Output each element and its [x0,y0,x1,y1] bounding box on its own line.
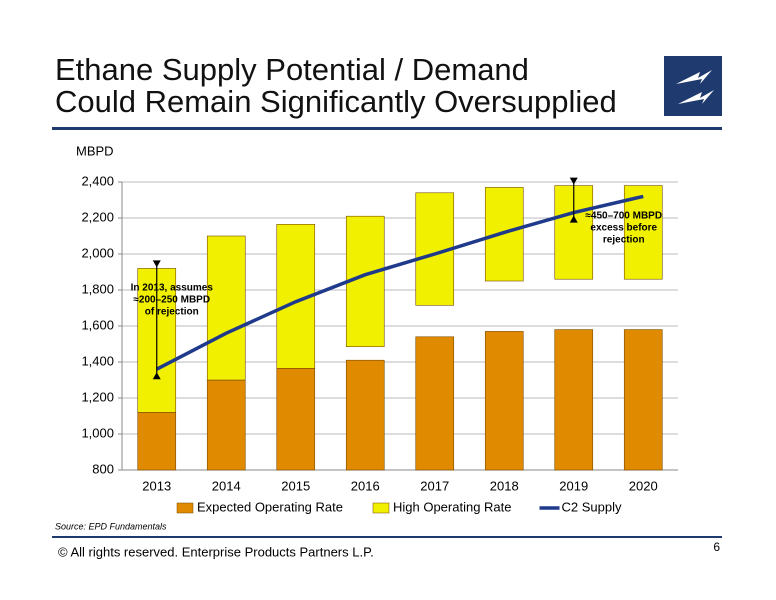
page-number: 6 [713,540,720,554]
y-tick-label: 2,400 [81,173,114,188]
y-tick-label: 1,400 [81,353,114,368]
arrow-head [569,215,578,223]
bar-segment [623,185,663,280]
y-tick-label: 2,000 [81,245,114,260]
bar-segment [276,367,316,471]
arrow-head [569,177,578,185]
legend-label: Expected Operating Rate [197,499,343,514]
legend-swatch [176,502,194,514]
x-tick-label: 2015 [281,478,310,493]
x-tick-label: 2014 [212,478,241,493]
y-tick-label: 1,000 [81,425,114,440]
bar-segment [137,412,177,471]
annotation-text: excess before [590,223,657,234]
x-tick-label: 2013 [142,478,171,493]
bar-segment [484,331,524,471]
legend-label: C2 Supply [562,499,622,514]
x-tick-label: 2017 [420,478,449,493]
annotation-text: ≈200–250 MBPD [133,295,210,306]
x-tick-label: 2016 [351,478,380,493]
annotation-text: In 2013, assumes [131,283,214,294]
x-tick-label: 2019 [559,478,588,493]
bar-segment [345,359,385,471]
logo [664,56,722,116]
annotation-text: of rejection [145,307,199,318]
source-note: Source: EPD Fundamentals [55,521,167,531]
annotation-text: ≈450–700 MBPD [585,211,662,222]
slide-title-line: Could Remain Significantly Oversupplied [55,84,617,119]
annotation-text: rejection [603,235,645,246]
legend-label: High Operating Rate [393,499,512,514]
y-tick-label: 800 [92,461,114,476]
arrow-head [152,372,161,380]
y-tick-label: 1,800 [81,281,114,296]
slide-title-line: Ethane Supply Potential / Demand [55,52,529,87]
y-tick-label: 1,200 [81,389,114,404]
x-tick-label: 2018 [490,478,519,493]
line-series [155,194,644,371]
y-tick-label: 2,200 [81,209,114,224]
bar-segment [206,235,246,381]
footer: © All rights reserved. Enterprise Produc… [58,544,374,559]
bar-segment [623,329,663,471]
title-rule [52,127,722,130]
y-axis-label: MBPD [76,143,114,158]
x-tick-label: 2020 [629,478,658,493]
arrow-head [152,260,161,268]
bar-segment [554,329,594,471]
legend-swatch [372,502,390,514]
y-tick-label: 1,600 [81,317,114,332]
footer-rule [52,536,722,538]
plot-area: 800 1,000 1,200 1,400 1,600 1,800 2,000 2,200 2,… [81,173,678,514]
bar-segment [415,336,455,471]
bar-segment [206,379,246,471]
